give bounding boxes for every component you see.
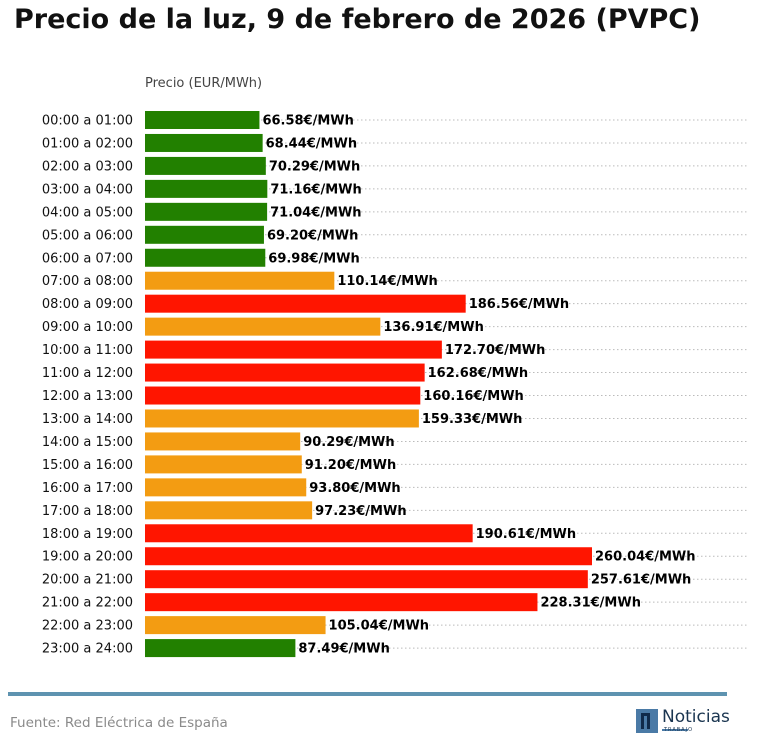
category-label: 07:00 a 08:00	[42, 274, 133, 289]
category-label: 01:00 a 02:00	[42, 136, 133, 151]
category-label: 11:00 a 12:00	[42, 366, 133, 381]
bar	[145, 478, 307, 497]
value-label: 71.04€/MWh	[270, 205, 361, 220]
value-label: 93.80€/MWh	[309, 481, 400, 496]
value-label: 69.20€/MWh	[267, 228, 358, 243]
category-label: 00:00 a 01:00	[42, 114, 133, 129]
x-axis-label: Precio (EUR/MWh)	[145, 76, 262, 91]
value-label: 90.29€/MWh	[303, 435, 394, 450]
category-label: 06:00 a 07:00	[42, 251, 133, 266]
bar	[145, 225, 264, 244]
value-label: 68.44€/MWh	[266, 136, 357, 151]
category-label: 04:00 a 05:00	[42, 205, 133, 220]
bar	[145, 409, 419, 428]
bar	[145, 386, 421, 405]
category-label: 12:00 a 13:00	[42, 389, 133, 404]
value-label: 162.68€/MWh	[428, 366, 529, 381]
category-label: 22:00 a 23:00	[42, 619, 133, 634]
bar	[145, 271, 335, 290]
category-label: 16:00 a 17:00	[42, 481, 133, 496]
value-label: 70.29€/MWh	[269, 159, 360, 174]
value-label: 260.04€/MWh	[595, 550, 696, 565]
bar	[145, 593, 538, 612]
value-label: 228.31€/MWh	[540, 596, 641, 611]
bar	[145, 455, 302, 474]
bar	[145, 317, 381, 336]
bar	[145, 294, 466, 313]
category-label: 03:00 a 04:00	[42, 182, 133, 197]
logo-text: Noticias	[662, 707, 730, 727]
category-label: 15:00 a 16:00	[42, 458, 133, 473]
category-label: 02:00 a 03:00	[42, 159, 133, 174]
chart-title: Precio de la luz, 9 de febrero de 2026 (…	[14, 4, 701, 35]
bar	[145, 340, 442, 359]
bar	[145, 616, 326, 635]
value-label: 160.16€/MWh	[423, 389, 524, 404]
value-label: 71.16€/MWh	[270, 182, 361, 197]
value-label: 105.04€/MWh	[329, 619, 430, 634]
bar	[145, 202, 268, 221]
value-label: 136.91€/MWh	[383, 320, 484, 335]
value-label: 257.61€/MWh	[591, 573, 692, 588]
bar	[145, 133, 263, 152]
logo-subtext: TRABAJO	[664, 727, 694, 733]
source-text: Fuente: Red Eléctrica de España	[10, 715, 228, 731]
bar	[145, 501, 313, 520]
bar	[145, 570, 588, 589]
category-label: 21:00 a 22:00	[42, 596, 133, 611]
noticias-trabajo-logo: Noticias TRABAJO	[636, 707, 736, 735]
footer-divider	[8, 692, 727, 696]
value-label: 186.56€/MWh	[469, 297, 570, 312]
category-label: 08:00 a 09:00	[42, 297, 133, 312]
bar	[145, 432, 301, 451]
bar	[145, 156, 266, 175]
category-label: 14:00 a 15:00	[42, 435, 133, 450]
value-label: 110.14€/MWh	[337, 274, 438, 289]
category-label: 13:00 a 14:00	[42, 412, 133, 427]
category-label: 17:00 a 18:00	[42, 504, 133, 519]
logo-icon	[636, 709, 658, 733]
value-label: 190.61€/MWh	[476, 527, 577, 542]
bar	[145, 639, 296, 658]
bar	[145, 179, 268, 198]
bar	[145, 111, 260, 129]
bar	[145, 524, 473, 543]
value-label: 159.33€/MWh	[422, 412, 523, 427]
value-label: 97.23€/MWh	[315, 504, 406, 519]
category-label: 10:00 a 11:00	[42, 343, 133, 358]
category-label: 05:00 a 06:00	[42, 228, 133, 243]
category-label: 23:00 a 24:00	[42, 642, 133, 657]
value-label: 172.70€/MWh	[445, 343, 546, 358]
category-label: 19:00 a 20:00	[42, 550, 133, 565]
value-label: 87.49€/MWh	[298, 642, 389, 657]
value-label: 91.20€/MWh	[305, 458, 396, 473]
category-label: 18:00 a 19:00	[42, 527, 133, 542]
bar-chart: Precio (EUR/MWh) 00:00 a 01:00 66.58€/MWh 0…	[42, 76, 748, 658]
bar	[145, 248, 266, 267]
value-label: 66.58€/MWh	[262, 114, 353, 129]
bar	[145, 547, 592, 566]
value-label: 69.98€/MWh	[268, 251, 359, 266]
bar	[145, 363, 425, 382]
category-label: 09:00 a 10:00	[42, 320, 133, 335]
category-label: 20:00 a 21:00	[42, 573, 133, 588]
